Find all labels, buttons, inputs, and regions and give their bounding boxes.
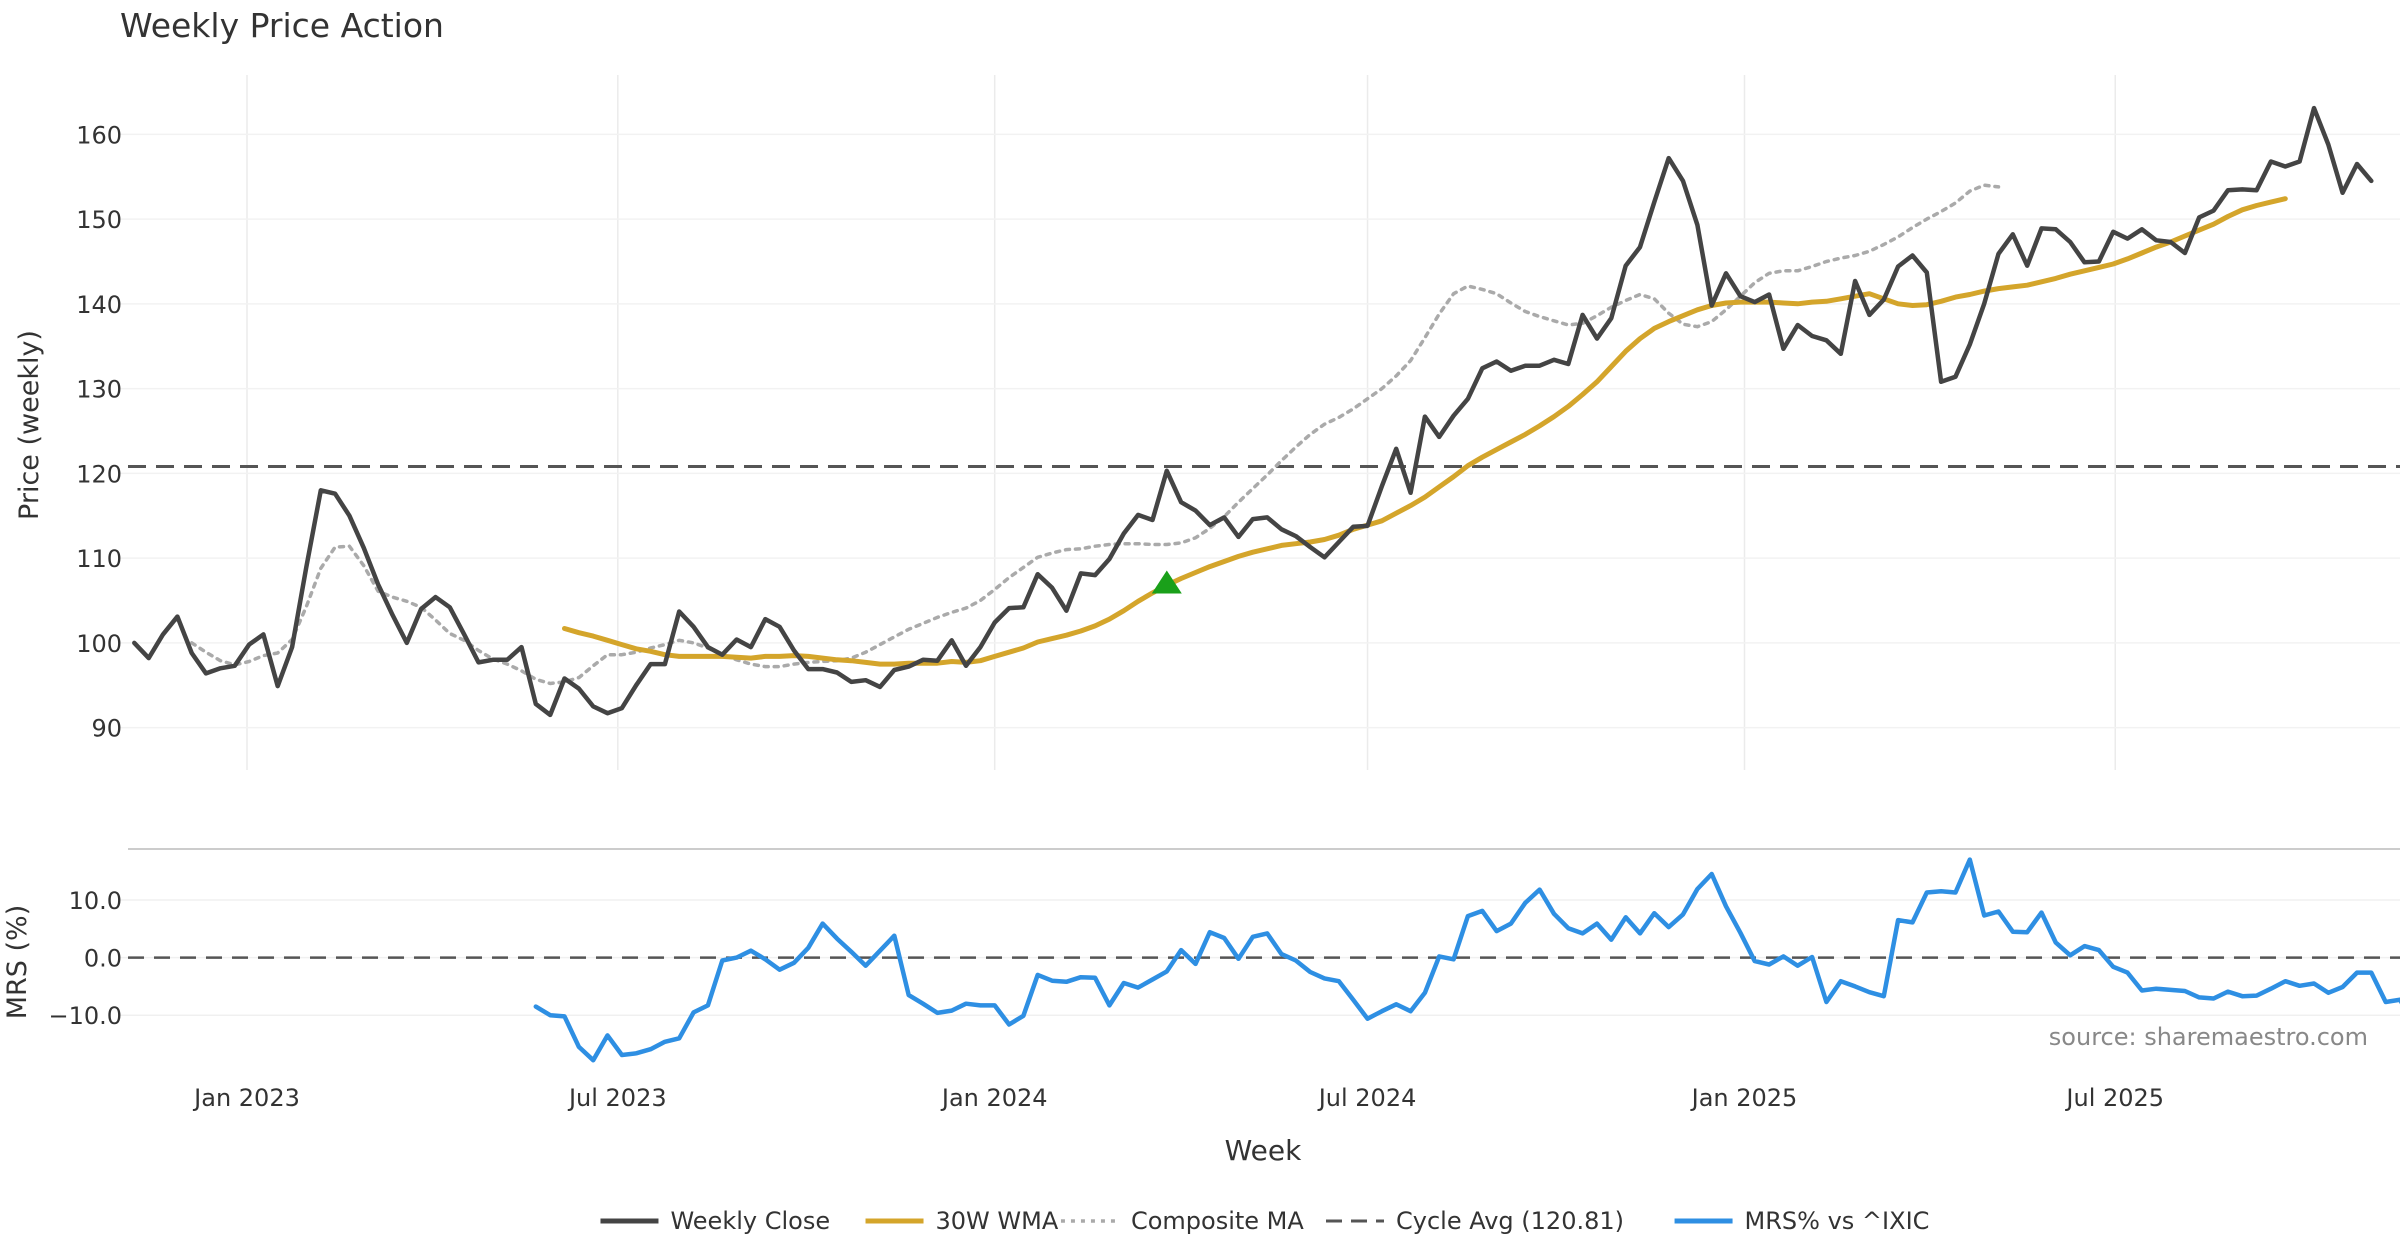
weekly-close-line [132,105,2374,718]
legend-item: 30W WMA [865,1207,1059,1235]
x-tick-label: Jan 2025 [1690,1084,1798,1112]
source-watermark: source: sharemaestro.com [2049,1023,2368,1051]
legend-label: Weekly Close [670,1207,830,1235]
price-ytick-label: 120 [76,460,122,488]
chart-legend: Weekly Close 30W WMA Composite MA Cycle Avg… [600,1207,1929,1235]
price-y-ticks: 90 100 110 120 130 140 150 160 [76,121,122,742]
legend-label: Composite MA [1131,1207,1304,1235]
price-ytick-label: 110 [76,545,122,573]
legend-label: Cycle Avg (120.81) [1396,1207,1624,1235]
legend-item: Cycle Avg (120.81) [1326,1207,1624,1235]
x-tick-label: Jan 2024 [940,1084,1048,1112]
legend-label: 30W WMA [936,1207,1059,1235]
price-gridlines [120,75,2400,770]
legend-label: MRS% vs ^IXIC [1745,1207,1930,1235]
price-ytick-label: 130 [76,376,122,404]
price-ytick-label: 100 [76,630,122,658]
x-tick-label: Jan 2023 [192,1084,300,1112]
mrs-y-ticks: −10.0 0.0 10.0 [48,887,122,1030]
chart-title: Weekly Price Action [120,6,444,45]
price-ytick-label: 150 [76,206,122,234]
buy-signal-marker [1151,570,1182,594]
mrs-ytick-label: 0.0 [84,945,122,973]
x-tick-labels: Jan 2023 Jul 2023 Jan 2024 Jul 2024 Jan 2025… [192,1084,2164,1112]
price-ytick-label: 160 [76,121,122,149]
wma-30w-line [562,196,2288,667]
x-tick-label: Jul 2023 [567,1084,667,1112]
legend-item: Composite MA [1060,1207,1304,1235]
x-tick-label: Jul 2024 [1317,1084,1417,1112]
price-y-axis-label: Price (weekly) [14,330,45,520]
composite-ma-line [189,183,2001,686]
x-axis-label: Week [1225,1134,1302,1167]
price-ytick-label: 90 [91,715,122,743]
legend-item: MRS% vs ^IXIC [1674,1207,1930,1235]
mrs-line [533,857,2400,1063]
mrs-series [533,857,2400,1063]
legend-item: Weekly Close [600,1207,830,1235]
price-series [132,105,2374,718]
mrs-ytick-label: −10.0 [48,1002,122,1030]
price-ytick-label: 140 [76,291,122,319]
mrs-ytick-label: 10.0 [69,887,122,915]
x-tick-label: Jul 2025 [2064,1084,2164,1112]
mrs-y-axis-label: MRS (%) [2,905,33,1020]
